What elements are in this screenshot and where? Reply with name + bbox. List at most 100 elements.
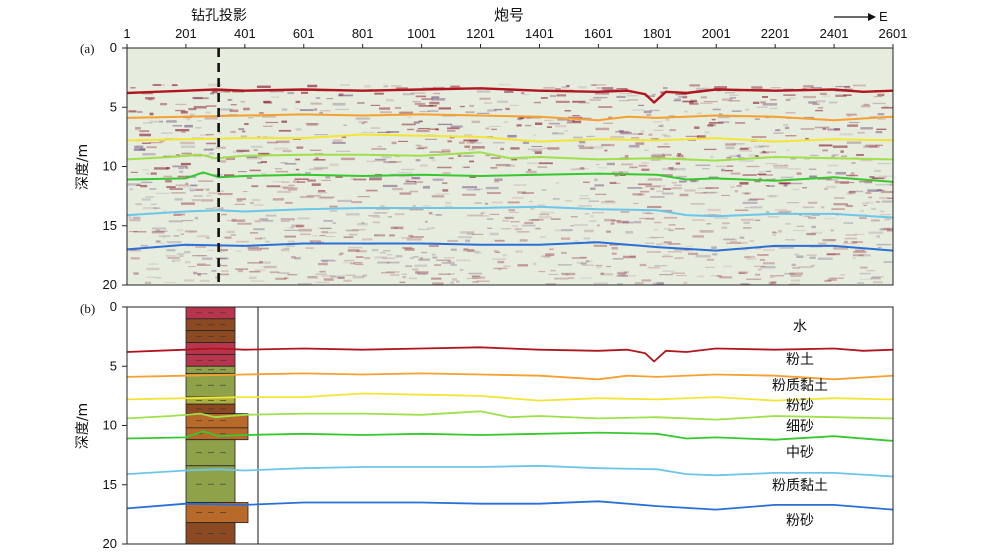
- seismic-streak: [590, 187, 596, 190]
- seismic-streak: [162, 236, 166, 239]
- seismic-streak: [156, 240, 161, 243]
- seismic-streak: [746, 258, 757, 260]
- seismic-streak: [689, 84, 700, 87]
- seismic-streak: [415, 271, 429, 274]
- seismic-streak: [714, 216, 729, 219]
- seismic-streak: [236, 250, 242, 252]
- seismic-streak: [418, 127, 430, 130]
- seismic-streak: [578, 86, 587, 89]
- seismic-streak: [419, 257, 424, 260]
- seismic-streak: [661, 192, 674, 195]
- seismic-streak: [184, 230, 198, 233]
- seismic-streak: [673, 100, 681, 102]
- seismic-streak: [140, 244, 148, 247]
- seismic-streak: [770, 98, 777, 101]
- seismic-streak: [325, 176, 331, 179]
- seismic-streak: [236, 149, 250, 152]
- seismic-streak: [361, 221, 365, 224]
- seismic-streak: [224, 90, 231, 93]
- seismic-streak: [796, 172, 802, 175]
- horizon-line-a: [127, 151, 893, 162]
- seismic-streak: [665, 118, 670, 121]
- seismic-streak: [480, 212, 484, 215]
- seismic-streak: [299, 233, 311, 236]
- seismic-streak: [281, 120, 288, 123]
- seismic-streak: [151, 227, 167, 230]
- seismic-streak: [177, 186, 191, 188]
- seismic-streak: [295, 158, 301, 161]
- x-tick-label: 2201: [761, 26, 790, 41]
- seismic-streak: [463, 248, 469, 250]
- seismic-streak: [868, 231, 884, 234]
- layer-label-silty-sand-2: 粉砂: [786, 513, 814, 529]
- seismic-streak: [609, 181, 617, 184]
- seismic-streak: [769, 276, 775, 278]
- seismic-streak: [780, 176, 794, 179]
- seismic-streak: [329, 210, 338, 212]
- seismic-streak: [728, 155, 741, 158]
- seismic-streak: [677, 153, 682, 156]
- seismic-streak: [373, 234, 386, 237]
- seismic-streak: [259, 218, 269, 221]
- seismic-streak: [373, 212, 388, 214]
- seismic-streak: [472, 276, 486, 279]
- seismic-streak: [418, 105, 434, 107]
- seismic-streak: [430, 277, 442, 280]
- seismic-streak: [133, 216, 141, 219]
- seismic-streak: [143, 206, 158, 210]
- seismic-streak: [495, 163, 511, 167]
- seismic-streak: [361, 122, 365, 125]
- seismic-streak: [386, 99, 394, 102]
- seismic-streak: [184, 279, 195, 282]
- seismic-streak: [834, 180, 850, 184]
- seismic-streak: [817, 257, 833, 260]
- seismic-streak: [399, 111, 414, 114]
- seismic-streak: [852, 84, 866, 87]
- seismic-streak: [230, 130, 236, 134]
- seismic-streak: [217, 249, 228, 252]
- seismic-streak: [280, 248, 290, 252]
- seismic-streak: [865, 144, 878, 147]
- seismic-streak: [489, 232, 499, 236]
- seismic-streak: [133, 148, 146, 151]
- seismic-streak: [175, 129, 190, 132]
- seismic-streak: [374, 158, 387, 161]
- seismic-streak: [805, 137, 809, 140]
- seismic-streak: [412, 205, 416, 207]
- seismic-streak: [852, 241, 863, 243]
- seismic-streak: [438, 273, 451, 275]
- seismic-streak: [773, 132, 784, 134]
- seismic-streak: [410, 92, 426, 95]
- seismic-streak: [845, 205, 849, 207]
- seismic-streak: [632, 109, 645, 111]
- seismic-streak: [695, 254, 711, 258]
- seismic-streak: [408, 277, 417, 280]
- seismic-streak: [822, 238, 837, 242]
- seismic-streak: [638, 104, 645, 107]
- seismic-streak: [555, 88, 561, 90]
- seismic-streak: [646, 205, 662, 209]
- seismic-streak: [317, 227, 332, 229]
- seismic-streak: [431, 159, 437, 162]
- seismic-streak: [528, 168, 532, 171]
- seismic-streak: [261, 266, 276, 268]
- seismic-streak: [769, 107, 778, 110]
- seismic-streak: [457, 236, 473, 239]
- seismic-streak: [635, 142, 645, 145]
- seismic-streak: [658, 125, 663, 127]
- seismic-streak: [857, 131, 865, 134]
- seismic-streak: [638, 164, 648, 167]
- seismic-streak: [645, 213, 654, 215]
- seismic-streak: [345, 274, 356, 276]
- seismic-streak: [628, 144, 640, 148]
- seismic-streak: [181, 131, 186, 133]
- seismic-streak: [510, 221, 520, 223]
- seismic-streak: [817, 242, 826, 244]
- seismic-streak: [852, 254, 864, 257]
- seismic-streak: [573, 136, 583, 139]
- seismic-streak: [605, 200, 614, 202]
- seismic-streak: [790, 274, 802, 277]
- seismic-streak: [145, 97, 155, 100]
- seismic-streak: [881, 106, 893, 109]
- seismic-streak: [237, 269, 243, 273]
